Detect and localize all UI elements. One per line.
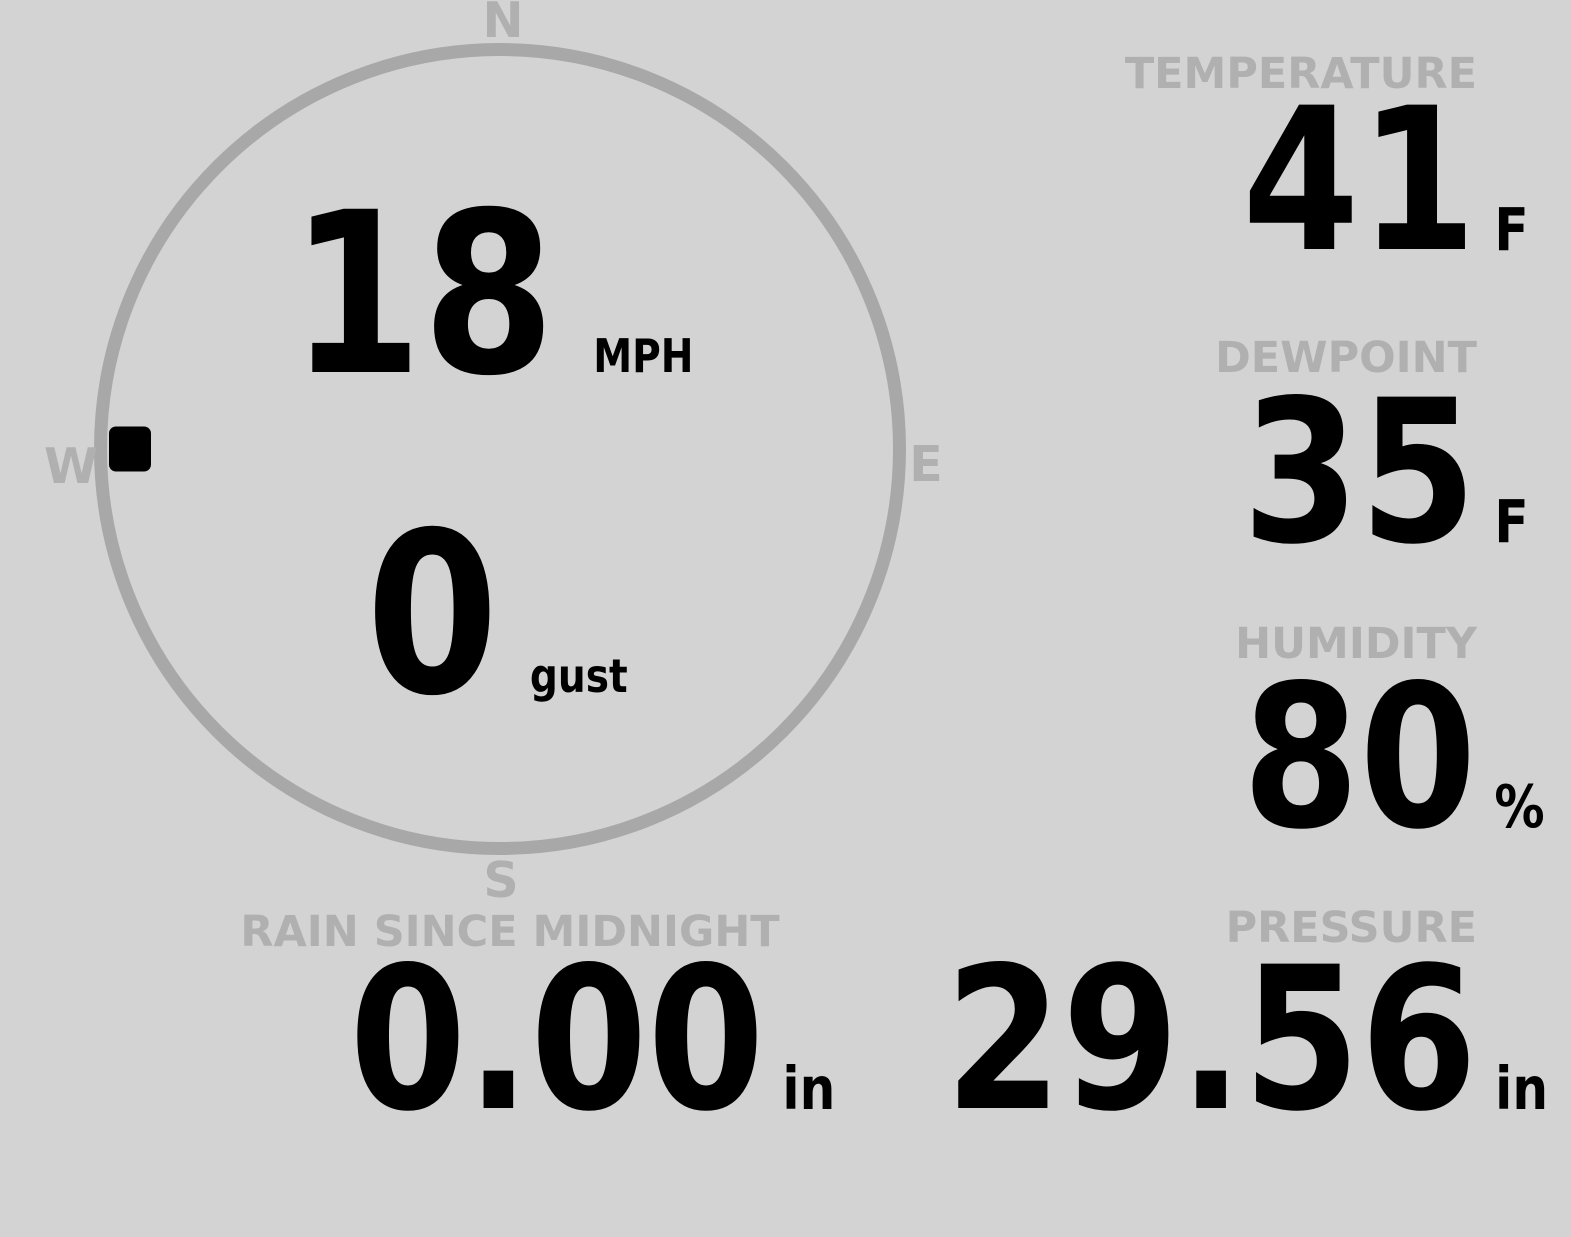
wind-direction-marker (109, 426, 151, 472)
compass-west-label: W (43, 438, 99, 495)
pressure-number: 29.56 (944, 924, 1477, 1155)
dewpoint-label: DEWPOINT (1215, 333, 1477, 383)
compass-east-label: E (909, 436, 943, 493)
temperature-number: 41 (1242, 65, 1477, 296)
temperature-unit: F (1494, 195, 1530, 264)
temperature-value: 41 F (1243, 82, 1529, 280)
wind-gust-row: 0 gust (366, 503, 628, 727)
compass-ring (94, 43, 906, 855)
wind-speed-row: 18 MPH (290, 183, 694, 407)
dewpoint-number: 35 (1242, 357, 1477, 588)
rain-number: 0.00 (349, 924, 765, 1155)
rain-unit: in (782, 1054, 836, 1123)
compass-south-label: S (483, 852, 519, 909)
wind-speed-value: 18 (290, 164, 555, 425)
humidity-value: 80 % (1243, 659, 1545, 857)
humidity-label: HUMIDITY (1235, 619, 1477, 669)
dewpoint-unit: F (1494, 487, 1530, 556)
wind-speed-unit: MPH (593, 329, 694, 383)
rain-since-midnight-value: 0.00 in (350, 941, 836, 1139)
temperature-label: TEMPERATURE (1124, 49, 1477, 99)
dewpoint-value: 35 F (1243, 374, 1529, 572)
pressure-value: 29.56 in (945, 941, 1548, 1139)
rain-since-midnight-label: RAIN SINCE MIDNIGHT (240, 907, 780, 957)
pressure-unit: in (1494, 1054, 1548, 1123)
pressure-label: PRESSURE (1225, 903, 1477, 953)
compass-north-label: N (482, 0, 524, 49)
humidity-number: 80 (1242, 642, 1477, 873)
wind-gust-label: gust (529, 649, 628, 703)
humidity-unit: % (1494, 772, 1546, 841)
wind-gust-value: 0 (366, 484, 499, 745)
